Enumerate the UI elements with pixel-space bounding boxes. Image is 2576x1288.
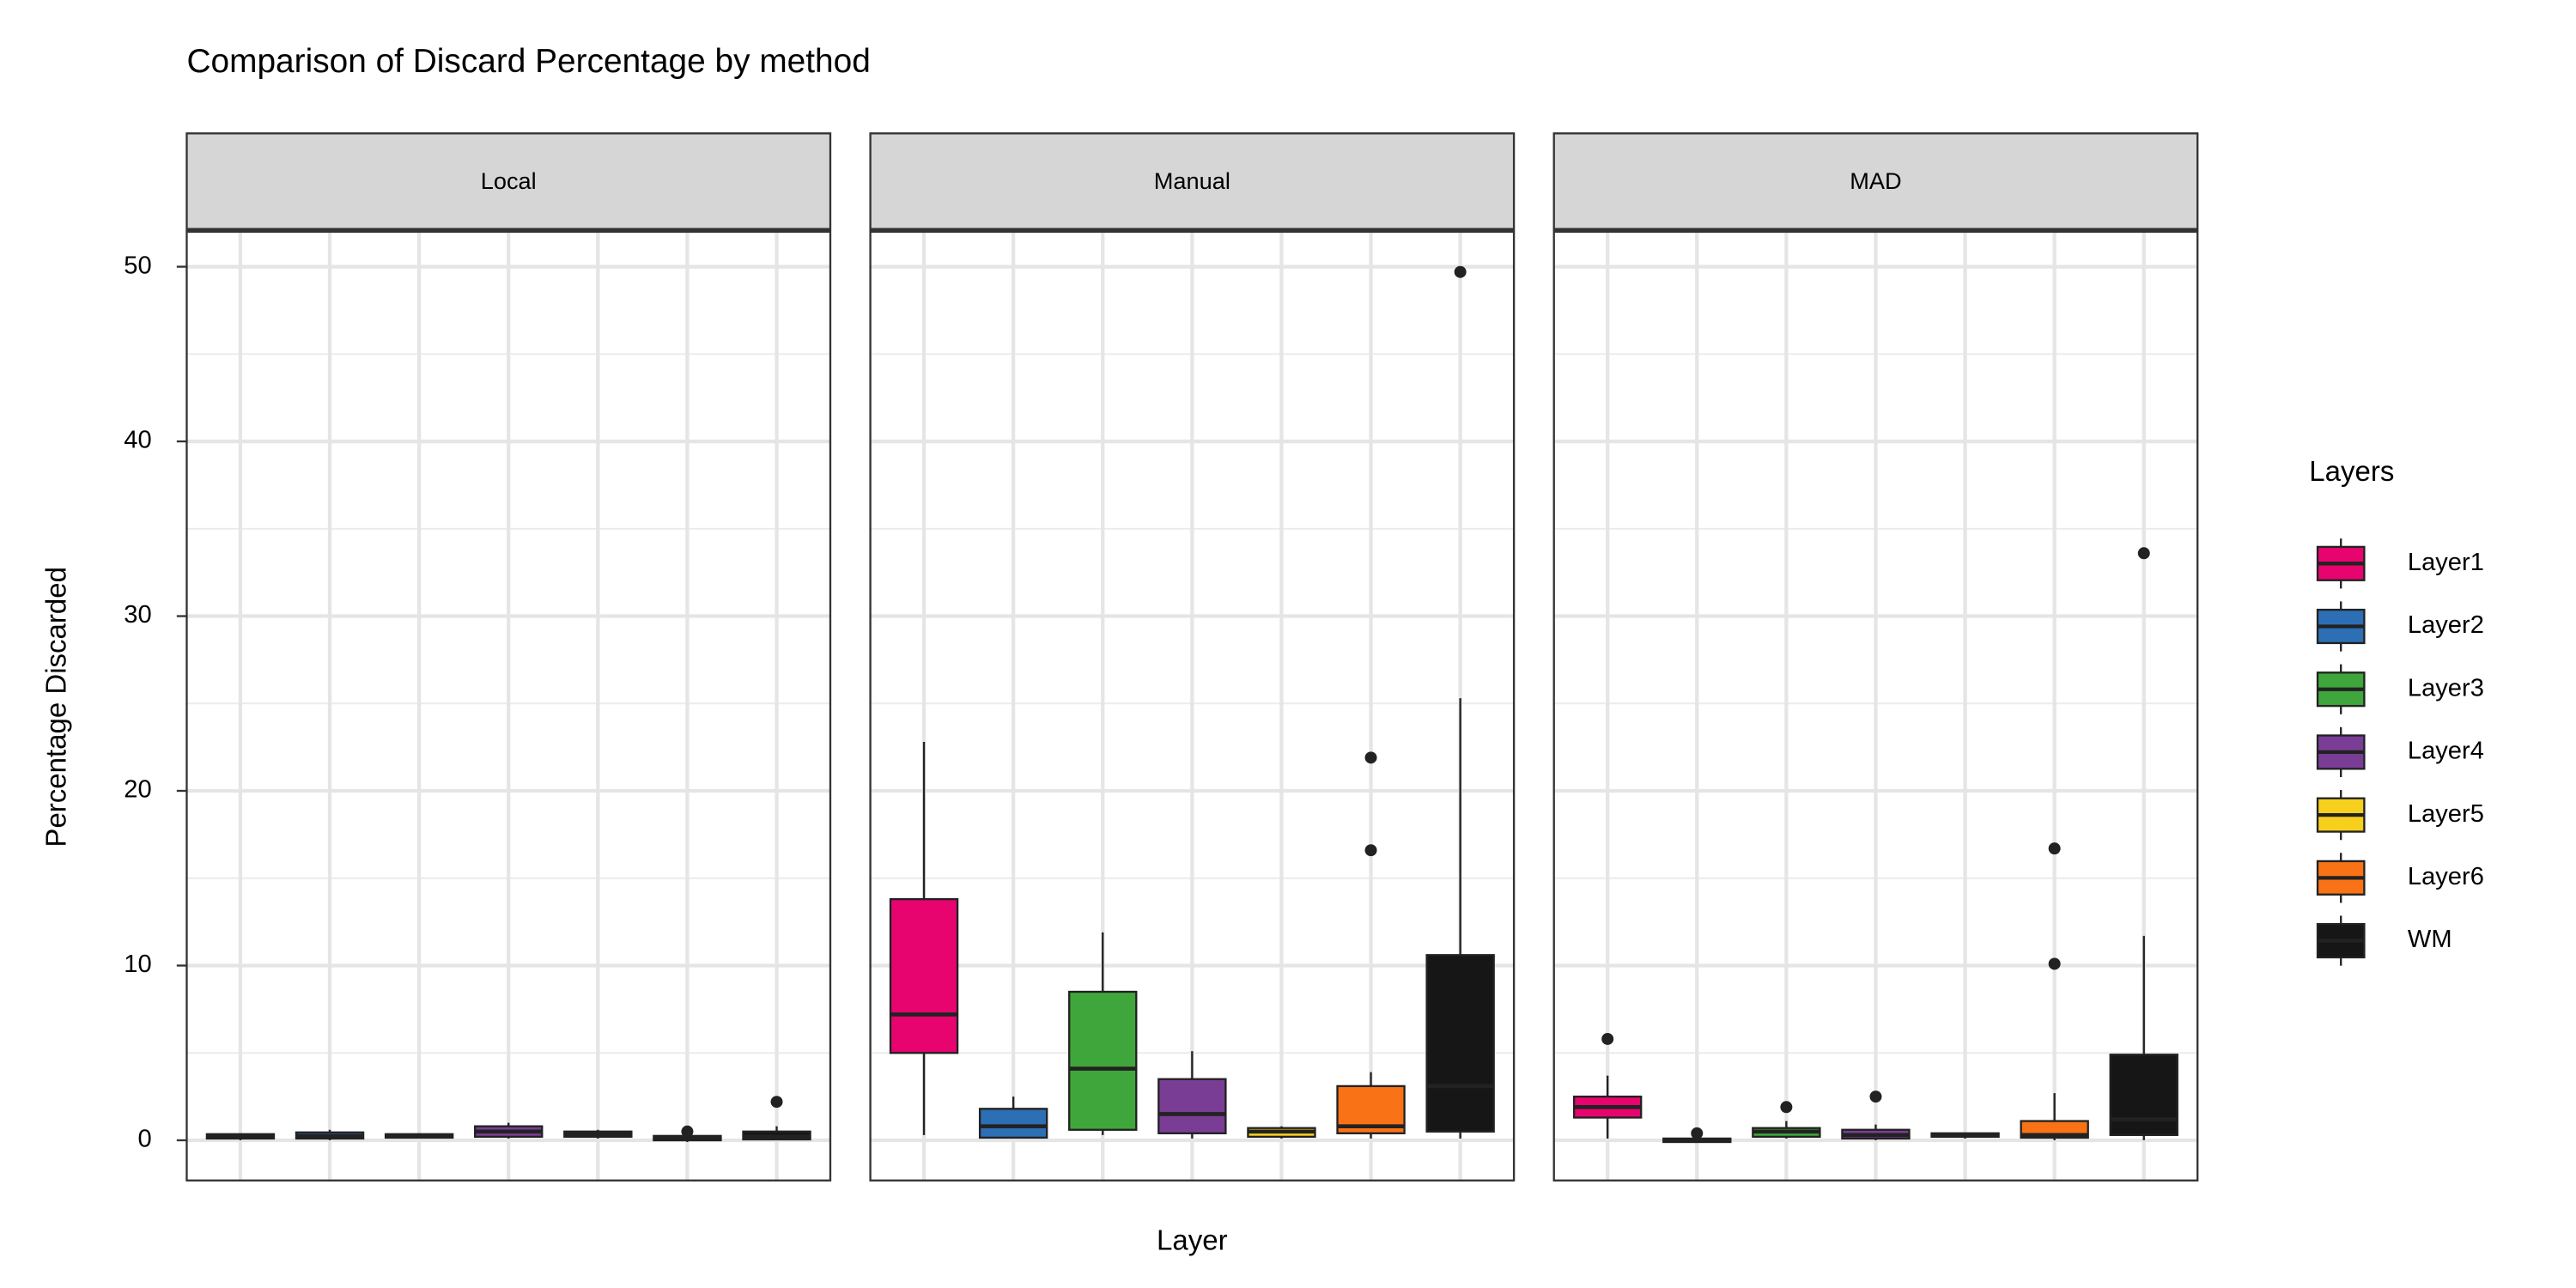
legend-label: Layer4 [2408, 738, 2484, 765]
outlier [1691, 1127, 1704, 1139]
outlier [2137, 547, 2150, 560]
x-axis-label: Layer [1157, 1224, 1228, 1255]
y-tick-label: 10 [124, 951, 151, 978]
legend-label: Layer5 [2408, 800, 2484, 828]
legend-label: Layer6 [2408, 863, 2484, 890]
outlier [2048, 957, 2061, 970]
box [1068, 990, 1138, 1131]
facet-label: Local [481, 167, 537, 194]
outlier [1364, 844, 1377, 857]
y-tick-label: 20 [124, 776, 151, 804]
box [889, 898, 959, 1054]
outlier [1454, 265, 1467, 278]
y-axis-label: Percentage Discarded [40, 567, 72, 848]
y-tick-label: 50 [124, 252, 151, 279]
y-tick-label: 40 [124, 427, 151, 454]
legend-label: Layer1 [2408, 549, 2484, 576]
legend-title: Layers [2309, 455, 2394, 487]
outlier [770, 1096, 783, 1109]
y-tick-label: 30 [124, 601, 151, 629]
legend-label: Layer2 [2408, 611, 2484, 639]
outlier [1601, 1032, 1614, 1045]
outlier [2048, 842, 2061, 855]
box [1157, 1078, 1227, 1134]
y-tick-label: 0 [137, 1126, 151, 1153]
legend-label: Layer3 [2408, 674, 2484, 702]
facet-label: MAD [1850, 167, 1901, 194]
outlier [1780, 1101, 1793, 1114]
chart-title: Comparison of Discard Percentage by meth… [186, 43, 870, 80]
box [978, 1108, 1048, 1139]
legend-label: WM [2408, 926, 2452, 953]
facet-label: Manual [1154, 167, 1230, 194]
panel-border [185, 230, 832, 1182]
panel-border [869, 230, 1516, 1182]
box [2109, 1054, 2178, 1137]
panel-border [1552, 230, 2199, 1182]
strip [1552, 132, 2199, 232]
strip [869, 132, 1516, 232]
box [1425, 954, 1495, 1133]
strip [185, 132, 832, 232]
outlier [681, 1125, 694, 1138]
outlier [1869, 1091, 1882, 1103]
outlier [1364, 751, 1377, 764]
